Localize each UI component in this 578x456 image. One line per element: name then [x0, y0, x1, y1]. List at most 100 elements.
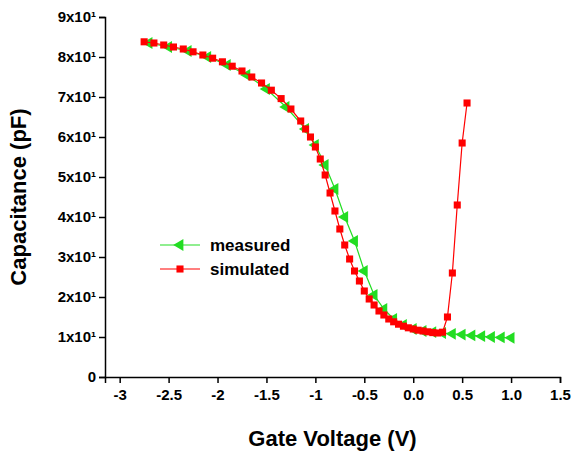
legend-label: measured — [210, 236, 290, 255]
data-point — [358, 265, 368, 277]
series — [142, 37, 514, 344]
data-point — [356, 277, 363, 284]
x-tick: 0.5 — [452, 377, 473, 403]
data-point — [465, 330, 475, 342]
data-point — [464, 99, 471, 106]
x-axis: -3 -2.5 -2 -1.5 -1 -0.5 0.0 0.5 1.0 1.5 — [106, 377, 571, 403]
x-tick: -2.5 — [156, 377, 182, 403]
data-point — [238, 67, 245, 74]
data-point — [258, 79, 265, 86]
chart: -3 -2.5 -2 -1.5 -1 -0.5 0.0 0.5 1.0 1.5 0 1x10¹ 2x10… — [0, 0, 578, 456]
x-tick-label: -2.5 — [156, 386, 182, 403]
y-tick-label: 6x10¹ — [58, 128, 96, 145]
series-line — [144, 42, 467, 333]
data-point — [309, 139, 319, 151]
y-tick: 2x10¹ — [58, 288, 105, 305]
y-axis-title: Capacitance (pF) — [6, 108, 31, 285]
y-tick-label: 8x10¹ — [58, 48, 96, 65]
x-tick: -2 — [211, 377, 224, 403]
legend: measured simulated — [160, 236, 290, 279]
x-tick-label: 1.0 — [501, 386, 522, 403]
data-point — [327, 189, 334, 196]
data-point — [348, 235, 358, 247]
x-tick-label: -1 — [309, 386, 322, 403]
x-tick-mark — [315, 377, 317, 383]
legend-item: measured — [160, 236, 290, 255]
x-tick: -3 — [114, 377, 127, 403]
y-tick: 6x10¹ — [58, 128, 105, 145]
data-point — [307, 133, 314, 140]
y-tick-mark — [99, 137, 105, 139]
y-tick-mark — [99, 217, 105, 219]
y-tick-mark — [99, 17, 105, 19]
data-point — [494, 332, 504, 344]
series — [141, 38, 471, 336]
data-point — [219, 58, 226, 65]
legend-marker — [173, 239, 183, 251]
data-point — [331, 207, 338, 214]
legend-item: simulated — [160, 260, 289, 279]
y-tick-label: 2x10¹ — [58, 288, 96, 305]
y-axis-line — [99, 18, 106, 378]
data-point — [209, 55, 216, 62]
data-point — [336, 225, 343, 232]
y-tick-mark — [99, 97, 105, 99]
legend-marker — [176, 265, 183, 272]
x-tick-mark — [364, 377, 366, 383]
y-tick-label: 9x10¹ — [58, 8, 96, 25]
y-tick-mark — [99, 57, 105, 59]
x-tick-label: -3 — [114, 386, 127, 403]
data-point — [504, 332, 514, 344]
x-tick-mark — [511, 377, 513, 383]
legend-label: simulated — [210, 260, 289, 279]
x-axis-line — [106, 378, 561, 384]
x-tick-mark — [413, 377, 415, 383]
x-axis-title: Gate Voltage (V) — [248, 426, 416, 451]
x-tick-mark — [462, 377, 464, 383]
y-tick: 4x10¹ — [58, 208, 105, 225]
x-tick: 0.0 — [403, 377, 424, 403]
x-tick-label: -0.5 — [352, 386, 378, 403]
x-tick-mark — [560, 377, 562, 383]
x-tick-label: 1.5 — [550, 386, 571, 403]
x-tick: -1.5 — [254, 377, 280, 403]
data-point — [439, 329, 446, 336]
y-tick-mark — [99, 177, 105, 179]
y-tick-mark — [99, 337, 105, 339]
y-tick: 8x10¹ — [58, 48, 105, 65]
series-line — [149, 43, 511, 338]
data-point — [229, 63, 236, 70]
y-tick: 9x10¹ — [58, 8, 105, 25]
x-tick-mark — [217, 377, 219, 383]
y-tick: 3x10¹ — [58, 248, 105, 265]
y-tick-label: 0 — [88, 368, 96, 385]
y-tick: 7x10¹ — [58, 88, 105, 105]
data-point — [449, 269, 456, 276]
data-point — [248, 73, 255, 80]
data-point — [141, 38, 148, 45]
y-axis: 0 1x10¹ 2x10¹ 3x10¹ 4x10¹ 5x10¹ 6x10¹ 7x10¹ 8x10… — [58, 8, 106, 385]
data-point — [297, 117, 304, 124]
data-point — [287, 105, 294, 112]
data-point — [351, 267, 358, 274]
data-point — [278, 95, 285, 102]
plot-area: -3 -2.5 -2 -1.5 -1 -0.5 0.0 0.5 1.0 1.5 0 1x10¹ 2x10… — [58, 8, 571, 402]
y-tick-label: 3x10¹ — [58, 248, 96, 265]
y-tick: 0 — [88, 368, 105, 385]
data-point — [317, 155, 324, 162]
data-point — [361, 287, 368, 294]
y-tick-label: 5x10¹ — [58, 168, 96, 185]
x-tick-label: -2 — [211, 386, 224, 403]
data-point — [312, 143, 319, 150]
data-point — [150, 39, 157, 46]
data-point — [444, 313, 451, 320]
y-tick-mark — [99, 297, 105, 299]
data-point — [160, 41, 167, 48]
data-point — [190, 48, 197, 55]
data-point — [199, 51, 206, 58]
data-point — [341, 241, 348, 248]
y-tick-label: 1x10¹ — [58, 328, 96, 345]
data-point — [302, 125, 309, 132]
x-tick: -1 — [309, 377, 322, 403]
data-point — [346, 255, 353, 262]
